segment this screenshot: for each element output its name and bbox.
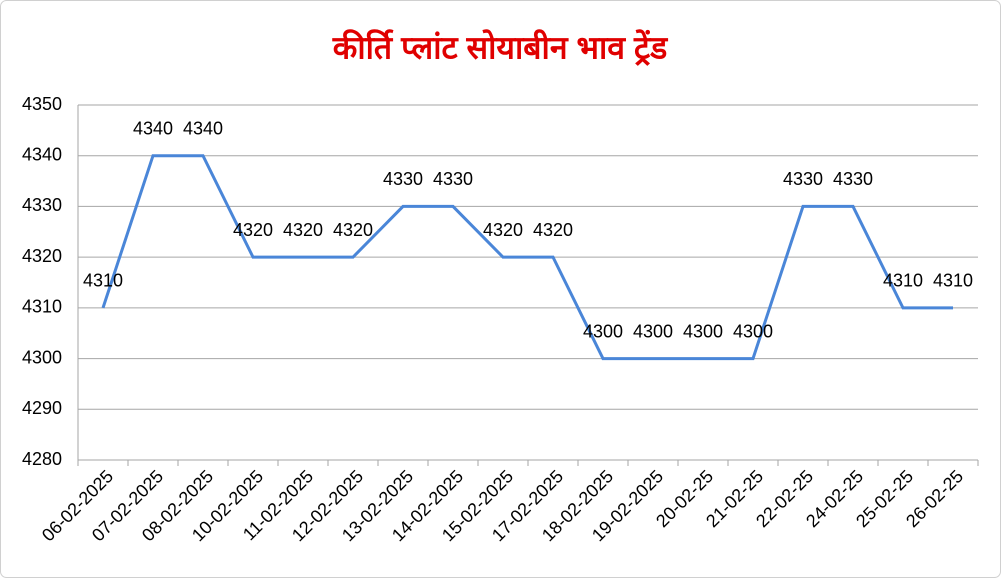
data-label: 4330 <box>383 169 423 189</box>
y-tick-label: 4300 <box>22 347 62 367</box>
data-label: 4320 <box>233 220 273 240</box>
data-label: 4330 <box>833 169 873 189</box>
data-label: 4340 <box>183 118 223 138</box>
data-label: 4310 <box>883 271 923 291</box>
y-tick-label: 4350 <box>22 94 62 114</box>
y-tick-label: 4310 <box>22 297 62 317</box>
data-label: 4330 <box>783 169 823 189</box>
data-label: 4320 <box>483 220 523 240</box>
data-label: 4300 <box>733 321 773 341</box>
y-tick-label: 4320 <box>22 246 62 266</box>
data-label: 4330 <box>433 169 473 189</box>
data-label: 4340 <box>133 118 173 138</box>
data-label: 4310 <box>83 271 123 291</box>
data-label: 4300 <box>633 321 673 341</box>
data-line <box>101 154 953 361</box>
y-tick-label: 4330 <box>22 195 62 215</box>
data-label: 4320 <box>283 220 323 240</box>
data-label: 4300 <box>683 321 723 341</box>
data-label: 4320 <box>533 220 573 240</box>
y-tick-label: 4290 <box>22 398 62 418</box>
y-tick-label: 4340 <box>22 144 62 164</box>
data-label: 4320 <box>333 220 373 240</box>
data-label: 4310 <box>933 271 973 291</box>
y-tick-label: 4280 <box>22 449 62 469</box>
chart-title: कीर्ति प्लांट सोयाबीन भाव ट्रेंड <box>332 28 668 66</box>
data-label: 4300 <box>583 321 623 341</box>
